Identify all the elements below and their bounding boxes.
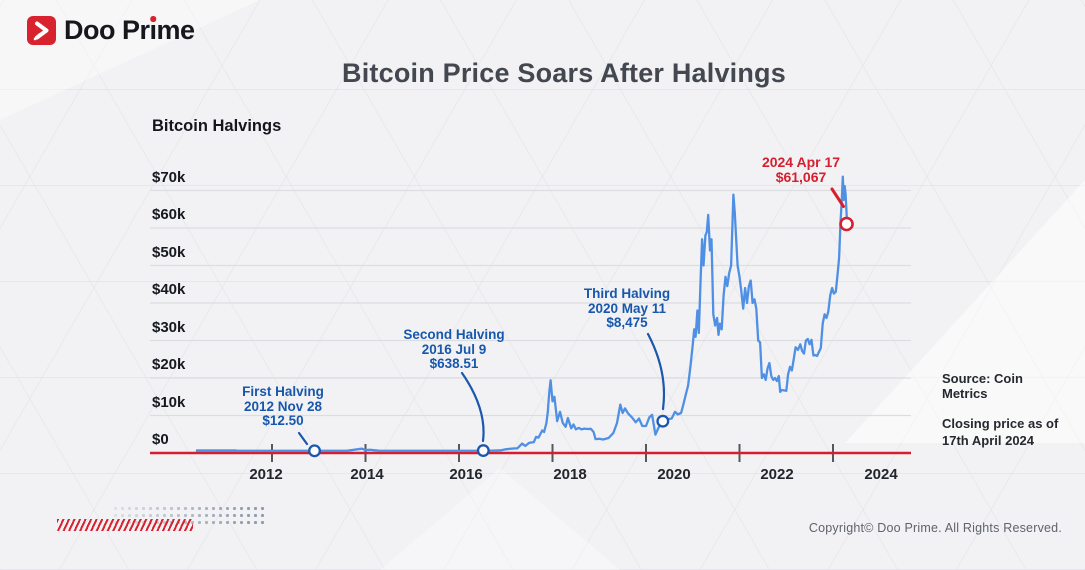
annotation-second-halving: Second Halving 2016 Jul 9 $638.51	[403, 327, 505, 372]
annotation-value: $61,067	[775, 169, 827, 185]
page-title: Bitcoin Price Soars After Halvings	[342, 58, 786, 88]
source-note: Source: Coin Metrics	[942, 371, 1023, 401]
doo-prime-logo-icon	[27, 16, 56, 45]
annotation-third-halving: Third Halving 2020 May 11 $8,475	[583, 286, 671, 331]
annotation-date: 2020 May 11	[587, 300, 667, 316]
y-axis-label: $10k	[152, 393, 186, 411]
annotation-label: First Halving	[242, 384, 324, 399]
doo-prime-logo: Doo Prıme	[27, 16, 195, 45]
x-axis-label: 2022	[760, 466, 794, 483]
annotation-label: Third Halving	[583, 286, 671, 301]
logo-text: Doo Prıme	[64, 15, 195, 45]
decorative-stripes	[57, 519, 193, 531]
y-axis-label: $40k	[152, 281, 186, 298]
x-axis-label: 2020	[657, 466, 691, 483]
x-axis-label: 2012	[249, 466, 283, 483]
annotation-value: $8,475	[606, 315, 648, 330]
annotation-label: 2024 Apr 17	[761, 154, 841, 170]
y-axis-label: $20k	[152, 356, 186, 373]
annotation-date: 2012 Nov 28	[243, 398, 323, 414]
y-axis-label: $70k	[152, 168, 186, 186]
annotation-value: $12.50	[262, 413, 304, 428]
y-axis-label: $50k	[152, 243, 186, 261]
closing-price-note: Closing price as of 17th April 2024	[942, 416, 1059, 448]
annotation-2024-price: 2024 Apr 17 $61,067	[762, 155, 840, 185]
annotation-first-halving: First Halving 2012 Nov 28 $12.50	[242, 384, 324, 429]
chart-subtitle: Bitcoin Halvings	[152, 117, 282, 135]
y-axis-label: $0	[152, 431, 169, 448]
y-axis-label: $30k	[152, 318, 186, 336]
annotation-value: $638.51	[429, 356, 479, 371]
y-axis-label: $60k	[152, 206, 186, 223]
x-axis-label: 2024	[864, 466, 898, 483]
x-axis-label: 2014	[350, 466, 384, 483]
annotation-date: 2016 Jul 9	[421, 341, 487, 357]
annotation-label: Second Halving	[403, 327, 505, 342]
side-note: Source: Coin Metrics Closing price as of…	[942, 371, 1072, 449]
x-axis-label: 2016	[449, 466, 483, 483]
x-axis-label: 2018	[553, 466, 587, 483]
copyright-text: Copyright© Doo Prime. All Rights Reserve…	[808, 521, 1062, 535]
